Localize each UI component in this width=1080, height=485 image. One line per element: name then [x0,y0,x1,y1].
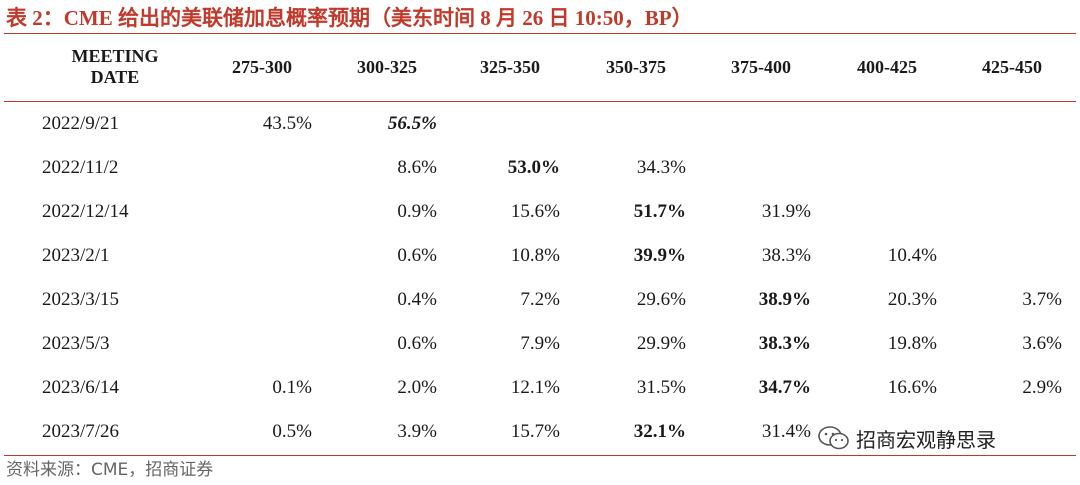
meeting-date-cell: 2022/11/2 [42,157,119,178]
probability-cell: 7.9% [520,333,560,354]
probability-cell: 34.7% [758,377,811,398]
probability-cell: 15.7% [510,421,560,442]
probability-cell [202,278,312,322]
probability-cell: 31.9% [761,201,811,222]
table-row: 2022/12/14 0.9% 15.6% 51.7% 31.9% [0,190,1080,234]
meeting-date-cell: 2022/9/21 [42,113,120,134]
probability-cell: 43.5% [262,113,312,134]
probability-cell: 10.4% [887,245,937,266]
probability-cell: 56.5% [387,113,437,134]
probability-cell [952,190,1062,234]
probability-cell: 0.6% [397,245,437,266]
probability-cell: 3.7% [1022,289,1062,310]
probability-cell: 0.5% [272,421,312,442]
meeting-date-cell: 2023/3/15 [42,289,120,310]
title-divider [4,33,1076,34]
probability-cell: 34.3% [636,157,686,178]
table-row: 2023/3/15 0.4% 7.2% 29.6% 38.9% 20.3% 3.7% [0,278,1080,322]
probability-cell: 29.9% [636,333,686,354]
probability-cell: 0.9% [397,201,437,222]
probability-cell [827,190,937,234]
header-rate-band: 300-325 [357,56,417,77]
header-rate-band: 325-350 [480,56,540,77]
probability-cell [952,102,1062,146]
probability-cell: 3.6% [1022,333,1062,354]
table-row: 2023/7/26 0.5% 3.9% 15.7% 32.1% 31.4% [0,410,1080,454]
header-rate-band: 350-375 [606,56,666,77]
header-divider [4,101,1076,102]
probability-cell: 2.0% [397,377,437,398]
watermark-text: 招商宏观静思录 [856,427,996,452]
meeting-date-cell: 2022/12/14 [42,201,129,222]
probability-cell: 2.9% [1022,377,1062,398]
table-title: 表 2：CME 给出的美联储加息概率预期（美东时间 8 月 26 日 10:50… [6,6,693,30]
probability-cell [202,234,312,278]
source-note: 资料来源：CME，招商证券 [6,460,214,480]
wechat-icon [818,426,849,450]
probability-cell: 31.5% [636,377,686,398]
probability-cell [952,234,1062,278]
footer-divider [4,455,1076,456]
probability-cell: 51.7% [633,201,686,222]
probability-cell: 16.6% [887,377,937,398]
header-meeting-date: MEETING DATE [71,46,159,87]
probability-cell: 3.9% [397,421,437,442]
header-rate-band: 275-300 [232,56,292,77]
probability-cell: 19.8% [887,333,937,354]
meeting-date-cell: 2023/7/26 [42,421,120,442]
probability-cell: 38.9% [758,289,811,310]
probability-cell: 53.0% [507,157,560,178]
probability-cell [827,102,937,146]
probability-cell: 38.3% [761,245,811,266]
probability-cell: 38.3% [758,333,811,354]
probability-cell: 32.1% [633,421,686,442]
probability-cell [576,102,686,146]
meeting-date-cell: 2023/6/14 [42,377,120,398]
table-row: 2023/2/1 0.6% 10.8% 39.9% 38.3% 10.4% [0,234,1080,278]
table-row: 2022/11/2 8.6% 53.0% 34.3% [0,146,1080,190]
table-row: 2023/6/14 0.1% 2.0% 12.1% 31.5% 34.7% 16.6% 2.9… [0,366,1080,410]
probability-cell [827,146,937,190]
table-header: MEETING DATE 275-300 300-325 325-350 350-37… [0,36,1080,98]
probability-cell: 0.4% [397,289,437,310]
probability-cell [701,102,811,146]
probability-cell [202,322,312,366]
probability-cell: 0.6% [397,333,437,354]
probability-cell: 31.4% [761,421,811,442]
probability-cell: 29.6% [636,289,686,310]
probability-cell: 0.1% [272,377,312,398]
table-row: 2023/5/3 0.6% 7.9% 29.9% 38.3% 19.8% 3.6% [0,322,1080,366]
header-rate-band: 400-425 [857,56,917,77]
probability-cell [202,146,312,190]
probability-cell: 7.2% [520,289,560,310]
probability-cell: 15.6% [510,201,560,222]
probability-cell: 10.8% [510,245,560,266]
meeting-date-cell: 2023/5/3 [42,333,110,354]
header-rate-band: 375-400 [731,56,791,77]
probability-cell [202,190,312,234]
probability-cell: 39.9% [633,245,686,266]
watermark: 招商宏观静思录 [818,420,996,456]
meeting-date-cell: 2023/2/1 [42,245,110,266]
probability-cell [701,146,811,190]
probability-cell [450,102,560,146]
probability-cell [952,146,1062,190]
probability-cell: 20.3% [887,289,937,310]
probability-cell: 12.1% [510,377,560,398]
probability-cell: 8.6% [397,157,437,178]
table-row: 2022/9/21 43.5% 56.5% [0,102,1080,146]
header-rate-band: 425-450 [982,56,1042,77]
